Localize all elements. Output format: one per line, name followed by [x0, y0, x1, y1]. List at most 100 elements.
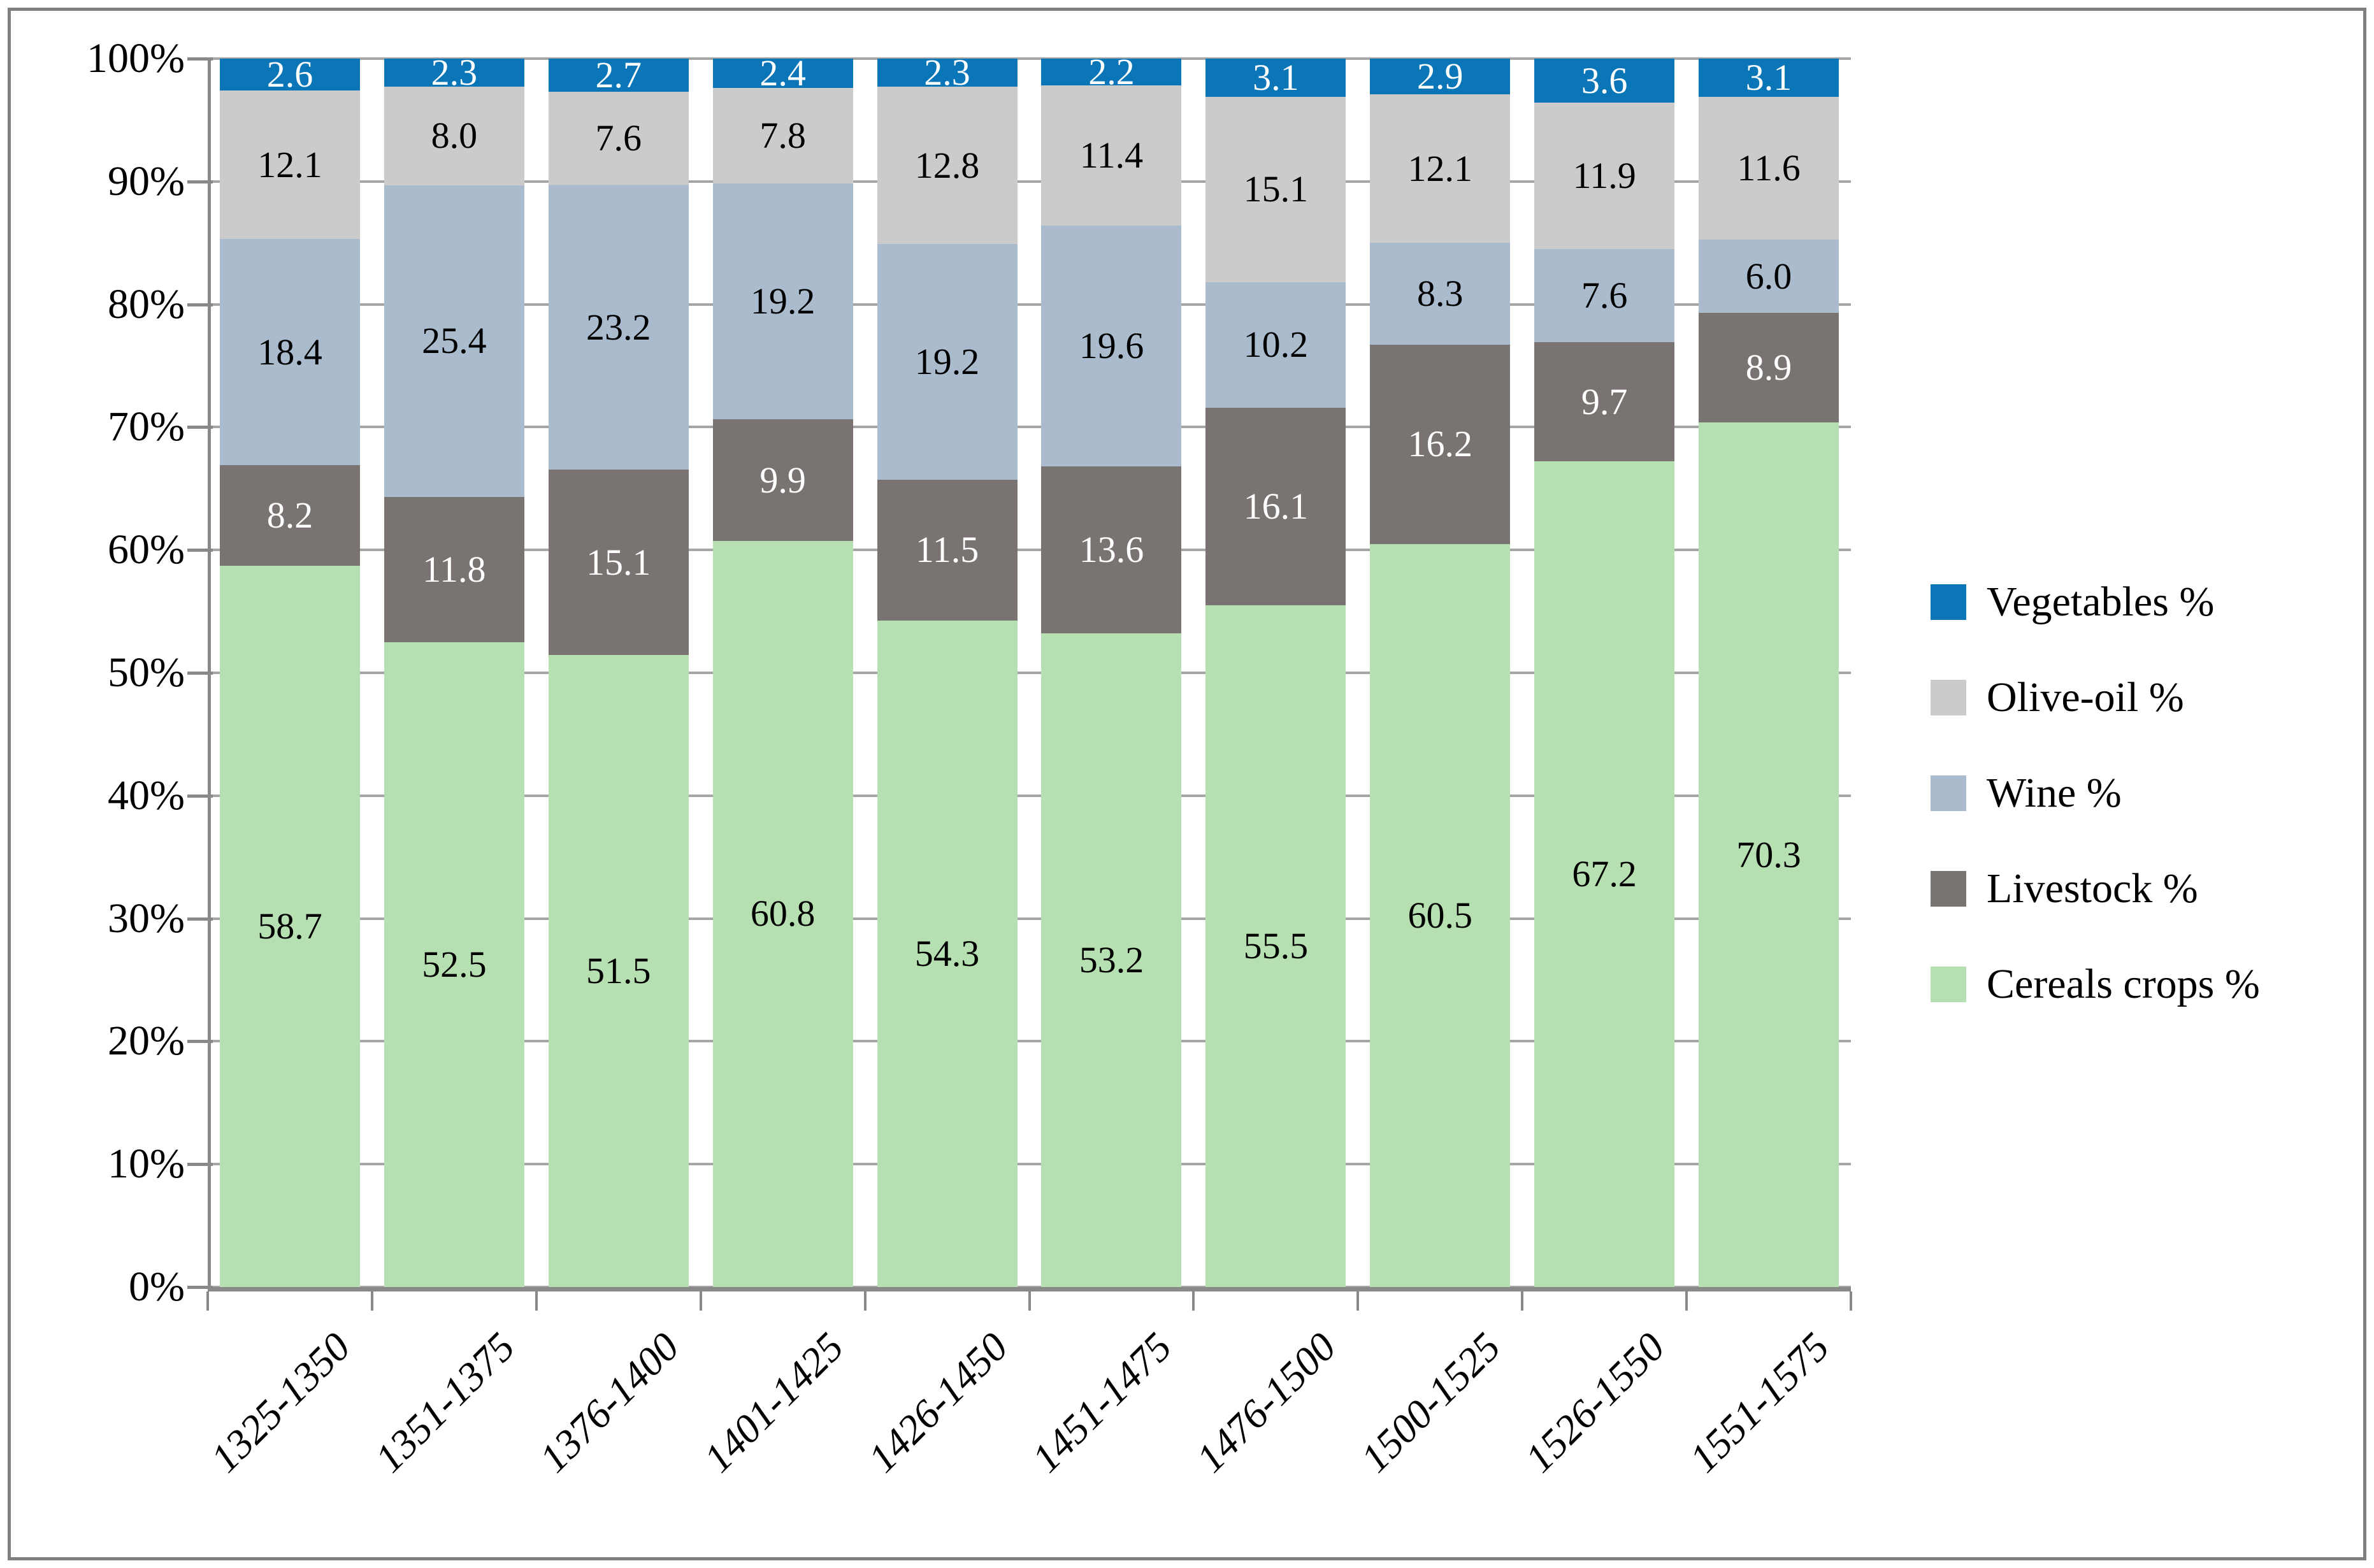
- gridline-40pct: [208, 794, 1851, 797]
- y-axis-tick-50: [187, 672, 213, 675]
- gridline-60pct: [208, 549, 1851, 552]
- bar-value-label: 70.3: [1736, 833, 1801, 875]
- y-axis-label-40: 40%: [108, 772, 185, 819]
- bar-value-label: 8.9: [1745, 347, 1792, 389]
- gridline-80pct: [208, 303, 1851, 306]
- bar-segment-cereals-crops---1426-1450: 54.3: [877, 621, 1018, 1287]
- bar-value-label: 60.8: [750, 893, 816, 935]
- x-axis-tick-0: [206, 1291, 209, 1311]
- y-axis-label-80: 80%: [108, 280, 185, 327]
- bar-segment-vegetables---1500-1525: 2.9: [1370, 55, 1511, 97]
- x-axis-tick-9: [1685, 1291, 1688, 1311]
- bar-value-label: 55.5: [1243, 924, 1309, 967]
- y-axis-label-50: 50%: [108, 649, 185, 696]
- bar-value-label: 18.4: [257, 331, 322, 373]
- bar-value-label: 3.6: [1581, 59, 1628, 101]
- bar-value-label: 8.2: [266, 494, 313, 536]
- bar-value-label: 51.5: [586, 950, 651, 992]
- bar-value-label: 15.1: [586, 541, 651, 583]
- x-axis-tick-10: [1850, 1291, 1852, 1311]
- bar-segment-wine---1426-1450: 19.2: [877, 243, 1018, 480]
- bar-segment-olive-oil---1451-1475: 11.4: [1041, 85, 1182, 226]
- bar-value-label: 7.8: [759, 115, 806, 157]
- bar-value-label: 8.3: [1417, 273, 1464, 315]
- bar-value-label: 2.6: [266, 54, 313, 96]
- legend-swatch-icon: [1931, 775, 1966, 811]
- y-axis-tick-80: [187, 303, 213, 306]
- x-axis-tick-5: [1028, 1291, 1031, 1311]
- bar-value-label: 10.2: [1243, 324, 1309, 366]
- bar-segment-livestock---1401-1425: 9.9: [712, 419, 853, 541]
- gridline-50pct: [208, 672, 1851, 674]
- bar-segment-livestock---1551-1575: 8.9: [1699, 313, 1839, 423]
- legend-label: Vegetables %: [1987, 579, 2215, 625]
- bar-value-label: 11.4: [1079, 134, 1144, 176]
- bar-value-label: 52.5: [422, 943, 487, 985]
- bar-value-label: 2.7: [595, 54, 642, 96]
- x-axis-tick-2: [535, 1291, 538, 1311]
- bar-value-label: 12.1: [257, 143, 322, 185]
- bar-value-label: 9.9: [759, 459, 806, 501]
- bar-segment-cereals-crops---1476-1500: 55.5: [1205, 605, 1346, 1287]
- bar-value-label: 9.7: [1581, 380, 1628, 422]
- x-axis-tick-6: [1192, 1291, 1195, 1311]
- bar-value-label: 12.8: [914, 144, 980, 186]
- bar-segment-olive-oil---1476-1500: 15.1: [1205, 96, 1346, 282]
- legend-label: Wine %: [1987, 770, 2122, 816]
- gridline-100pct: [208, 57, 1851, 60]
- x-axis-tick-7: [1356, 1291, 1360, 1311]
- bar-segment-vegetables---1476-1500: 3.1: [1205, 57, 1346, 98]
- bar-value-label: 3.1: [1745, 56, 1792, 98]
- bar-value-label: 2.9: [1417, 55, 1464, 97]
- bar-value-label: 11.8: [422, 549, 486, 591]
- bar-segment-cereals-crops---1500-1525: 60.5: [1370, 543, 1511, 1287]
- bar-segment-cereals-crops---1551-1575: 70.3: [1699, 422, 1839, 1287]
- bar-value-label: 19.2: [750, 280, 816, 322]
- bar-value-label: 23.2: [586, 306, 651, 348]
- bar-segment-olive-oil---1325-1350: 12.1: [219, 90, 360, 240]
- bar-value-label: 19.6: [1079, 325, 1144, 367]
- y-axis-label-60: 60%: [108, 526, 185, 573]
- y-axis-tick-30: [187, 917, 213, 921]
- bar-segment-livestock---1376-1400: 15.1: [548, 470, 689, 656]
- bar-value-label: 6.0: [1745, 255, 1792, 297]
- bar-segment-wine---1451-1475: 19.6: [1041, 226, 1182, 467]
- bar-segment-cereals-crops---1526-1550: 67.2: [1534, 461, 1675, 1287]
- bar-segment-livestock---1426-1450: 11.5: [877, 479, 1018, 621]
- bar-value-label: 25.4: [422, 320, 487, 362]
- y-axis-label-70: 70%: [108, 403, 185, 450]
- y-axis-tick-0: [187, 1286, 213, 1289]
- bar-segment-cereals-crops---1325-1350: 58.7: [219, 566, 360, 1287]
- legend: Vegetables % Olive-oil % Wine % Livestock %…: [1931, 554, 2260, 1032]
- bar-segment-wine---1526-1550: 7.6: [1534, 248, 1675, 343]
- bar-segment-cereals-crops---1376-1400: 51.5: [548, 655, 689, 1287]
- x-axis-tick-8: [1521, 1291, 1524, 1311]
- bar-segment-wine---1500-1525: 8.3: [1370, 243, 1511, 345]
- bar-value-label: 7.6: [1581, 275, 1628, 317]
- bar-value-label: 8.0: [431, 115, 478, 157]
- x-axis-line: [208, 1287, 1851, 1291]
- bar-value-label: 67.2: [1572, 853, 1637, 895]
- bar-segment-vegetables---1401-1425: 2.4: [712, 52, 853, 94]
- bar-segment-wine---1351-1375: 25.4: [384, 185, 524, 498]
- x-axis-tick-4: [863, 1291, 867, 1311]
- y-axis-label-20: 20%: [108, 1018, 185, 1065]
- bar-segment-olive-oil---1401-1425: 7.8: [712, 88, 853, 184]
- legend-label: Cereals crops %: [1987, 961, 2260, 1007]
- y-axis-tick-60: [187, 549, 213, 552]
- bar-segment-olive-oil---1376-1400: 7.6: [548, 92, 689, 185]
- y-axis-label-10: 10%: [108, 1140, 185, 1188]
- bar-segment-vegetables---1426-1450: 2.3: [877, 52, 1018, 93]
- legend-label: Livestock %: [1987, 865, 2198, 912]
- bar-value-label: 16.1: [1243, 485, 1309, 527]
- bar-segment-wine---1325-1350: 18.4: [219, 239, 360, 466]
- bar-value-label: 2.2: [1088, 51, 1135, 93]
- y-axis-tick-70: [187, 426, 213, 429]
- bar-segment-wine---1376-1400: 23.2: [548, 185, 689, 470]
- legend-item-cereals-crops--: Cereals crops %: [1931, 937, 2260, 1032]
- gridline-10pct: [208, 1163, 1851, 1166]
- legend-swatch-icon: [1931, 967, 1966, 1002]
- y-axis-label-0: 0%: [129, 1263, 185, 1310]
- bar-segment-livestock---1526-1550: 9.7: [1534, 342, 1675, 462]
- y-axis-label-90: 90%: [108, 157, 185, 205]
